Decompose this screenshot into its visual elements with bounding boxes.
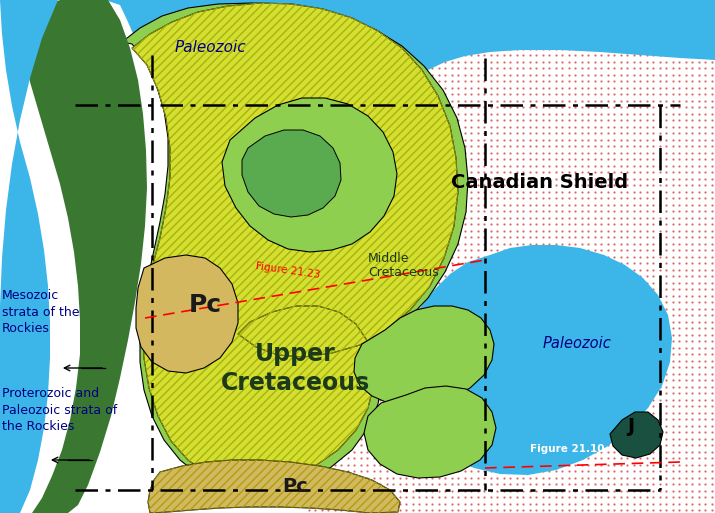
- Polygon shape: [122, 3, 468, 490]
- Text: Figure 21.10: Figure 21.10: [530, 444, 604, 454]
- Polygon shape: [610, 412, 663, 458]
- Polygon shape: [105, 0, 715, 188]
- Text: Mesozoic
strata of the
Rockies: Mesozoic strata of the Rockies: [2, 289, 79, 335]
- Polygon shape: [136, 255, 238, 373]
- Text: Upper
Cretaceous: Upper Cretaceous: [220, 342, 370, 395]
- Text: J: J: [628, 417, 635, 436]
- Polygon shape: [242, 130, 341, 217]
- Text: Canadian Shield: Canadian Shield: [451, 173, 628, 192]
- Polygon shape: [0, 0, 58, 513]
- Text: Paleozoic: Paleozoic: [543, 336, 612, 351]
- Text: Cretaceous: Cretaceous: [368, 266, 439, 279]
- Text: Proterozoic and
Paleozoic strata of
the Rockies: Proterozoic and Paleozoic strata of the …: [2, 387, 117, 433]
- Text: Middle: Middle: [368, 252, 410, 265]
- Polygon shape: [15, 0, 147, 513]
- Text: Figure 21.23: Figure 21.23: [255, 261, 321, 280]
- Text: Pc: Pc: [189, 293, 222, 317]
- Polygon shape: [402, 245, 672, 475]
- Text: Pc: Pc: [282, 477, 308, 496]
- Polygon shape: [354, 306, 494, 406]
- Polygon shape: [132, 3, 458, 482]
- Polygon shape: [364, 386, 496, 478]
- Polygon shape: [222, 98, 397, 252]
- Polygon shape: [148, 460, 400, 513]
- Text: Paleozoic: Paleozoic: [175, 40, 247, 55]
